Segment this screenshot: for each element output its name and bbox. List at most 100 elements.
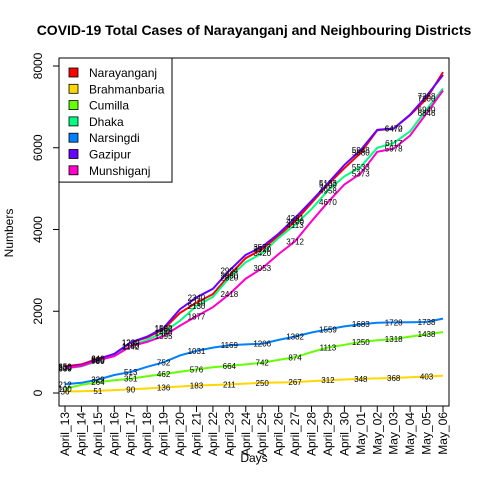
data-label: 1031 <box>188 347 206 356</box>
data-label: 840 <box>91 355 105 364</box>
data-label: 1113 <box>320 344 337 353</box>
data-label: 6846 <box>418 109 436 118</box>
data-label: 1169 <box>221 341 239 350</box>
data-label: 7200 <box>418 95 436 104</box>
data-label: 1559 <box>319 325 337 334</box>
x-tick-label: April_29 <box>321 412 335 456</box>
series-line-gazipur <box>64 74 444 369</box>
y-tick-label: 8000 <box>31 52 45 79</box>
data-label: 267 <box>288 378 302 387</box>
legend-swatch <box>68 83 79 94</box>
data-label: 576 <box>190 365 204 374</box>
data-label: 1480 <box>155 329 173 338</box>
x-tick-label: May_03 <box>387 412 401 455</box>
data-label: 780 <box>91 357 105 366</box>
data-label: 2820 <box>220 274 238 283</box>
series-line-cumilla <box>64 331 444 390</box>
x-tick-label: May_04 <box>403 412 417 455</box>
x-tick-label: April_14 <box>74 412 88 456</box>
data-label: 1250 <box>352 338 370 347</box>
data-label: 6472 <box>385 124 403 133</box>
x-tick-label: April_22 <box>206 412 220 456</box>
x-tick-label: April_18 <box>140 412 154 456</box>
data-label: 2210 <box>188 299 206 308</box>
data-label: 5948 <box>352 146 370 155</box>
x-tick-label: May_05 <box>420 412 434 455</box>
data-label: 183 <box>190 382 204 391</box>
x-tick-label: April_23 <box>222 412 236 456</box>
y-axis-label: Numbers <box>2 209 16 258</box>
legend-swatch <box>68 67 79 78</box>
x-tick-label: April_26 <box>272 412 286 456</box>
data-label: 2418 <box>220 290 238 299</box>
data-label: 3520 <box>253 245 271 254</box>
x-tick-label: April_25 <box>255 412 269 456</box>
data-label: 264 <box>91 378 105 387</box>
data-label: 3712 <box>286 237 304 246</box>
data-label: 874 <box>288 353 302 362</box>
data-label: 742 <box>256 359 270 368</box>
data-label: 36 <box>61 388 70 397</box>
data-label: 4113 <box>286 221 304 230</box>
legend-entry: Cumilla <box>89 99 129 113</box>
series-line-munshiganj <box>64 89 444 370</box>
data-label: 1738 <box>418 318 436 327</box>
data-label: 351 <box>124 375 138 384</box>
data-label: 6940 <box>418 105 436 114</box>
data-label: 1592 <box>155 324 173 333</box>
data-label: 211 <box>223 380 236 389</box>
x-tick-label: April_27 <box>288 412 302 456</box>
data-label: 5373 <box>352 169 370 178</box>
data-label: 4958 <box>319 186 337 195</box>
x-tick-label: April_13 <box>58 412 72 456</box>
data-label: 348 <box>354 375 368 384</box>
y-tick-label: 4000 <box>31 216 45 243</box>
data-label: 1728 <box>385 318 403 327</box>
x-tick-label: May_01 <box>354 412 368 455</box>
data-label: 7268 <box>418 92 436 101</box>
legend-entry: Brahmanbaria <box>89 82 165 96</box>
legend-entry: Narsingdi <box>89 131 140 145</box>
x-tick-label: April_20 <box>173 412 187 456</box>
data-label: 3577 <box>253 243 271 252</box>
plot-frame <box>58 57 450 407</box>
data-label: 51 <box>93 387 102 396</box>
data-label: 5978 <box>385 145 403 154</box>
series-line-narsingdi <box>64 317 444 386</box>
legend-swatch <box>68 165 79 176</box>
data-label: 212 <box>58 380 72 389</box>
data-label: 1438 <box>418 330 436 339</box>
data-label: 4200 <box>286 217 304 226</box>
data-label: 5133 <box>319 179 337 188</box>
x-tick-label: April_28 <box>305 412 319 456</box>
data-label: 1239 <box>122 338 140 347</box>
data-label: 6470 <box>385 125 403 134</box>
data-label: 752 <box>157 358 171 367</box>
data-label: 1683 <box>352 320 370 329</box>
data-label: 630 <box>58 363 72 372</box>
data-label: 1395 <box>155 332 173 341</box>
y-tick-label: 6000 <box>31 134 45 161</box>
data-label: 3420 <box>253 249 271 258</box>
data-label: 100 <box>58 385 72 394</box>
x-tick-label: April_30 <box>337 412 351 456</box>
chart-title: COVID-19 Total Cases of Narayanganj and … <box>37 22 472 38</box>
x-tick-label: April_19 <box>157 412 171 456</box>
data-label: 2994 <box>220 267 238 276</box>
data-label: 800 <box>91 356 105 365</box>
data-label: 610 <box>58 364 72 373</box>
data-label: 90 <box>126 385 135 394</box>
x-axis-label: Days <box>240 451 267 465</box>
data-label: 2130 <box>188 302 206 311</box>
data-label: 1150 <box>122 342 140 351</box>
data-label: 1206 <box>253 340 271 349</box>
x-tick-label: April_17 <box>124 412 138 456</box>
x-tick-label: April_21 <box>189 412 203 456</box>
legend-entry: Gazipur <box>89 148 131 162</box>
legend: Narayanganj Brahmanbaria Cumilla Dhaka Narsi… <box>58 57 173 183</box>
data-label: 600 <box>58 364 72 373</box>
x-tick-label: May_06 <box>436 412 450 455</box>
data-label: 5533 <box>352 163 370 172</box>
